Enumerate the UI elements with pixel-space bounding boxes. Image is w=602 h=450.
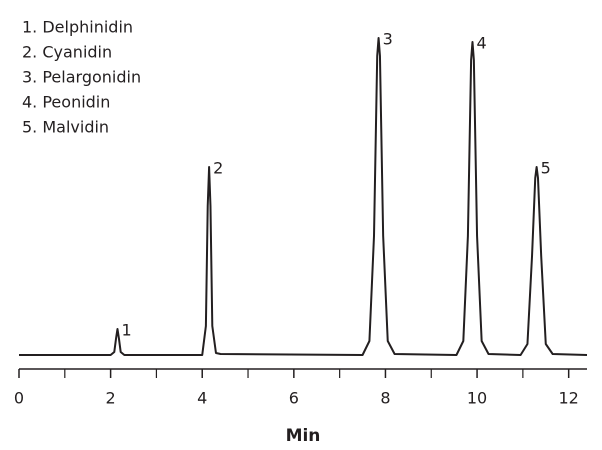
legend-item: 4. Peonidin <box>22 93 110 112</box>
x-tick-label: 8 <box>380 389 390 408</box>
peak-label: 4 <box>476 34 486 53</box>
peak-label: 3 <box>383 30 393 49</box>
peak-label: 2 <box>213 159 223 178</box>
peak-label: 1 <box>121 321 131 340</box>
legend-item: 3. Pelargonidin <box>22 68 141 87</box>
x-tick-label: 0 <box>14 389 24 408</box>
legend-item: 2. Cyanidin <box>22 43 112 62</box>
trace <box>19 37 588 356</box>
x-axis-label: Min <box>286 426 321 446</box>
legend-item: 1. Delphinidin <box>22 18 133 37</box>
x-tick-label: 2 <box>106 389 116 408</box>
x-tick-label: 4 <box>197 389 207 408</box>
legend-item: 5. Malvidin <box>22 118 109 137</box>
peak-label: 5 <box>541 159 551 178</box>
x-tick-label: 10 <box>467 389 487 408</box>
x-tick-label: 6 <box>289 389 299 408</box>
x-tick-label: 12 <box>558 389 578 408</box>
